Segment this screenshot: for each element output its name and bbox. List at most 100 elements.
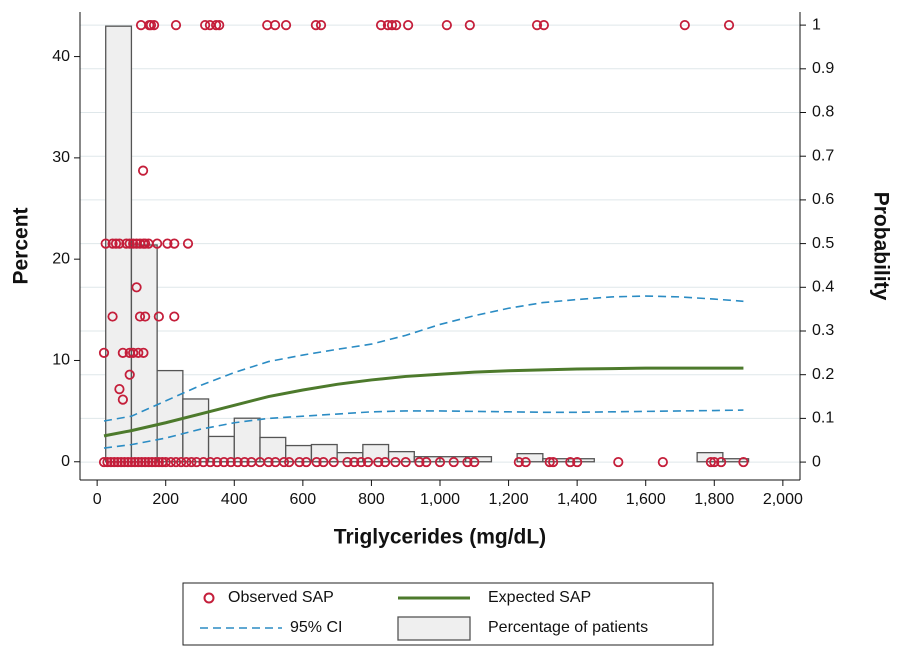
observed-point	[110, 238, 122, 249]
observed-point	[205, 456, 216, 468]
legend-label: Expected SAP	[488, 589, 591, 606]
observed-point	[140, 311, 151, 322]
observed-point	[232, 456, 243, 468]
observed-point	[186, 456, 197, 468]
x-tick-label: 200	[152, 491, 179, 508]
observed-point	[182, 238, 194, 249]
observed-point	[169, 238, 180, 249]
observed-point	[128, 347, 139, 358]
observed-point	[116, 456, 127, 468]
y2-axis-title: Probability	[869, 192, 892, 301]
observed-point	[128, 238, 139, 249]
observed-point	[124, 369, 135, 380]
x-tick-label: 0	[93, 491, 102, 508]
observed-point	[136, 456, 147, 468]
observed-point	[705, 456, 716, 468]
observed-point	[169, 311, 180, 322]
observed-point	[716, 456, 727, 468]
observed-point	[148, 20, 160, 31]
observed-point	[679, 20, 690, 31]
observed-point	[464, 20, 475, 31]
y2-tick-label: 0.6	[812, 191, 834, 208]
observed-point	[342, 456, 353, 468]
x-tick-label: 1,400	[557, 491, 597, 508]
observed-point	[146, 456, 158, 468]
observed-point	[98, 347, 110, 358]
observed-point	[211, 20, 222, 31]
y2-tick-label: 0.5	[812, 235, 834, 252]
observed-point	[140, 238, 151, 249]
y2-tick-label: 0	[812, 453, 821, 470]
observed-point	[100, 238, 111, 249]
observed-point	[134, 311, 146, 322]
observed-point	[152, 238, 163, 249]
observed-point	[160, 456, 171, 468]
observed-point	[280, 20, 292, 31]
observed-point	[117, 347, 128, 358]
observed-point	[294, 456, 305, 468]
observed-point	[112, 456, 123, 468]
observed-point	[565, 456, 576, 468]
observed-point	[657, 456, 668, 468]
observed-point	[400, 456, 411, 468]
observed-point	[356, 456, 367, 468]
observed-point	[301, 456, 312, 468]
histogram-bar	[233, 417, 261, 463]
observed-point	[434, 456, 446, 468]
y-tick-label: 0	[61, 453, 70, 470]
observed-point	[114, 238, 125, 249]
observed-point	[462, 456, 473, 468]
observed-point	[239, 456, 250, 468]
observed-point	[181, 456, 192, 468]
histogram-bar	[285, 444, 313, 463]
x-tick-label: 1,800	[694, 491, 734, 508]
observed-point	[102, 456, 113, 468]
x-tick-label: 1,200	[489, 491, 529, 508]
observed-point	[214, 20, 225, 31]
observed-point	[138, 347, 149, 358]
observed-point	[380, 456, 391, 468]
observed-point	[162, 238, 173, 249]
observed-point	[538, 20, 549, 31]
observed-point	[328, 456, 339, 468]
observed-point	[469, 456, 480, 468]
observed-point	[153, 456, 164, 468]
observed-point	[441, 20, 452, 31]
observed-point	[531, 20, 543, 31]
observed-point	[140, 456, 151, 468]
observed-point	[200, 20, 211, 31]
x-tick-label: 400	[221, 491, 248, 508]
observed-point	[176, 456, 187, 468]
observed-point	[212, 456, 223, 468]
ci-lower-line	[103, 409, 744, 449]
observed-point	[448, 456, 459, 468]
histogram-bar	[310, 443, 338, 463]
observed-point	[170, 456, 182, 468]
x-tick-label: 2,000	[763, 491, 803, 508]
observed-point	[133, 456, 144, 468]
observed-point	[311, 456, 322, 468]
observed-point	[122, 456, 134, 468]
observed-point	[375, 20, 387, 31]
legend-label: Observed SAP	[228, 589, 334, 606]
observed-point	[738, 456, 749, 468]
x-tick-label: 1,000	[420, 491, 460, 508]
y2-tick-label: 0.1	[812, 410, 834, 427]
observed-point	[198, 456, 209, 468]
histogram-bar	[722, 458, 750, 463]
observed-point	[362, 456, 374, 468]
observed-point	[386, 20, 398, 31]
observed-point	[263, 456, 274, 468]
observed-point	[403, 20, 414, 31]
legend-marker	[397, 616, 471, 641]
observed-point	[165, 456, 176, 468]
legend: Observed SAP Expected SAP 95% CI Percentage…	[182, 582, 714, 646]
legend-label: 95% CI	[290, 619, 342, 636]
observed-point	[548, 456, 559, 468]
observed-point	[143, 456, 154, 468]
observed-point	[513, 456, 524, 468]
observed-point	[191, 456, 202, 468]
expected-line	[103, 366, 744, 438]
